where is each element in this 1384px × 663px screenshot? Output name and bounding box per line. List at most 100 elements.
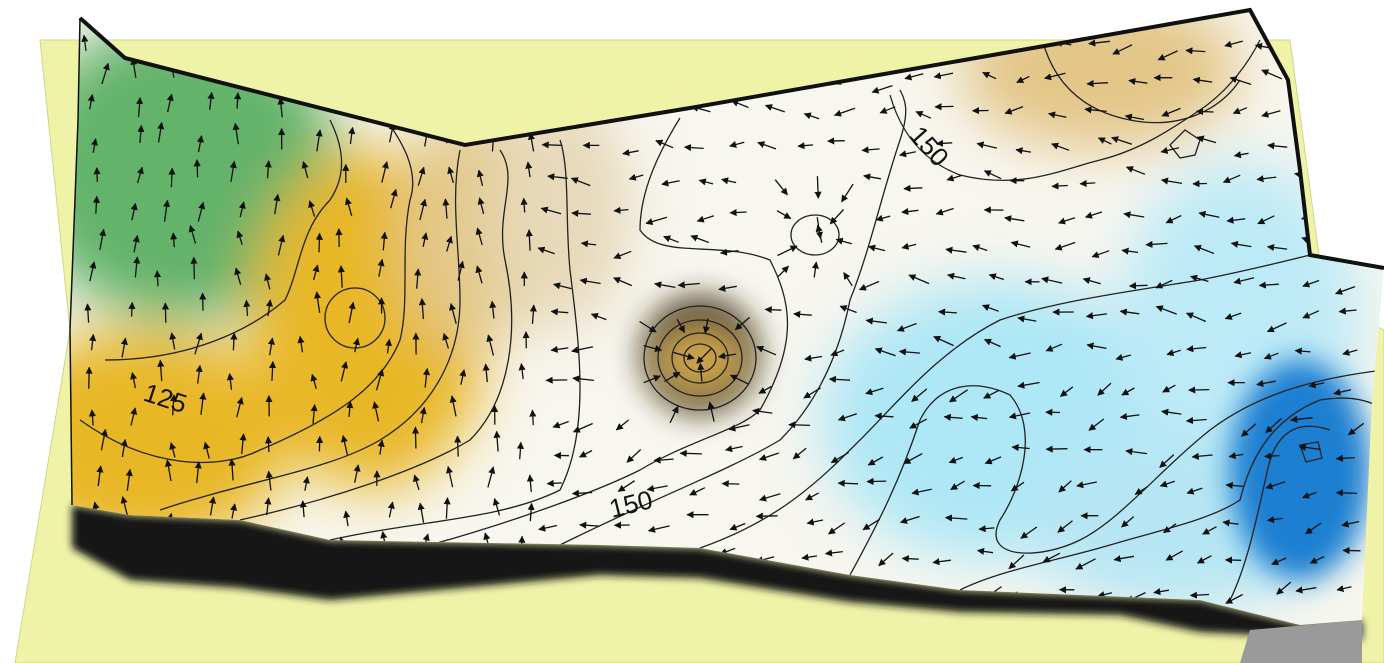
flow-arrow [683, 143, 704, 152]
flow-arrow [579, 277, 601, 285]
flow-arrow [442, 332, 450, 349]
flow-arrow [571, 489, 593, 497]
flow-arrow [170, 232, 178, 248]
flow-arrow [702, 318, 710, 334]
flow-arrow [1015, 147, 1032, 155]
block-left-edge [69, 17, 81, 506]
flow-arrow [1191, 452, 1213, 460]
flow-arrow [1233, 151, 1249, 159]
flow-arrow [948, 456, 964, 464]
flow-arrow [1271, 557, 1287, 565]
flow-arrow [352, 337, 360, 353]
flow-arrow [764, 306, 782, 314]
flow-arrow [1084, 106, 1107, 114]
flow-arrow [1186, 345, 1207, 353]
flow-arrow [422, 367, 431, 388]
flow-arrow [277, 97, 285, 118]
flow-arrow [442, 198, 450, 219]
flow-arrow [1155, 305, 1177, 315]
flow-arrow [729, 522, 746, 531]
flow-arrow [1300, 134, 1323, 142]
flow-arrow [1006, 33, 1024, 41]
flow-arrow [1195, 107, 1214, 116]
flow-arrow [130, 202, 138, 221]
flow-arrow [529, 21, 538, 39]
flow-arrow [879, 106, 896, 114]
flow-arrow [1232, 107, 1248, 115]
flow-arrow [1339, 73, 1360, 83]
flow-arrow [1160, 146, 1180, 154]
flow-arrow [546, 479, 562, 487]
flow-arrow [315, 129, 323, 152]
flow-arrow [353, 464, 361, 483]
flow-arrow [863, 173, 882, 181]
flow-arrow [1145, 240, 1168, 248]
flow-arrow [777, 265, 790, 277]
flow-arrow [84, 303, 92, 323]
flow-arrow [647, 525, 670, 533]
flow-arrow [516, 441, 525, 460]
flow-arrow [384, 338, 393, 354]
flow-arrow [806, 518, 824, 526]
flow-arrow [489, 300, 497, 319]
flow-arrow [901, 207, 919, 216]
flow-arrow [204, 21, 212, 42]
flow-arrow [1153, 588, 1170, 596]
flow-arrow [903, 453, 923, 465]
flow-arrow [91, 138, 99, 153]
flow-arrow [203, 441, 211, 459]
flow-arrow [340, 434, 349, 456]
flow-arrow [234, 267, 242, 285]
flow-arrow [1125, 448, 1148, 456]
flow-arrow [1225, 481, 1244, 490]
flow-arrow [194, 461, 202, 484]
flow-arrow [1185, 312, 1207, 323]
flow-arrow [1228, 452, 1244, 460]
flow-arrow [1048, 111, 1067, 119]
flow-arrow [477, 197, 485, 214]
flow-arrow [125, 468, 133, 491]
flow-arrow [946, 174, 963, 182]
flow-arrow [1226, 216, 1246, 224]
flow-arrow [1112, 44, 1133, 55]
flow-arrow [915, 111, 932, 119]
flow-arrow [655, 139, 674, 149]
flow-arrow [697, 362, 705, 382]
flow-arrow [89, 261, 97, 282]
flow-arrow [169, 332, 177, 350]
flow-arrow [1335, 214, 1350, 222]
flow-arrow [553, 282, 572, 290]
flow-arrow [421, 232, 429, 247]
flow-arrow [578, 449, 593, 458]
flow-arrow [230, 332, 238, 351]
flow-arrow [132, 234, 140, 253]
flow-arrow [1225, 593, 1244, 604]
flow-arrow [1159, 480, 1176, 488]
flow-arrow [230, 503, 238, 519]
flow-arrow [758, 385, 772, 394]
flow-arrow [308, 200, 316, 217]
flow-arrow [718, 284, 737, 292]
flow-arrow [729, 374, 749, 385]
flow-arrow [380, 231, 388, 251]
flow-arrow [459, 369, 467, 385]
flow-arrow [861, 146, 880, 154]
flow-arrow [239, 433, 247, 455]
flow-arrow [1045, 343, 1063, 352]
flow-arrow [1016, 75, 1030, 84]
flow-arrow [1196, 135, 1217, 144]
flow-arrow [815, 224, 823, 243]
block-side-face [1240, 620, 1362, 663]
block-top-edge [78, 7, 1384, 270]
flow-arrow [1123, 211, 1145, 219]
flow-arrow [1302, 491, 1317, 499]
flow-arrow [443, 497, 451, 519]
flow-arrow [901, 555, 919, 563]
flow-arrow [1017, 381, 1040, 389]
flow-arrow [947, 272, 966, 280]
flow-arrow [89, 333, 97, 351]
flow-arrow [520, 197, 528, 213]
flow-arrow [899, 515, 920, 524]
flow-arrow [871, 84, 893, 94]
